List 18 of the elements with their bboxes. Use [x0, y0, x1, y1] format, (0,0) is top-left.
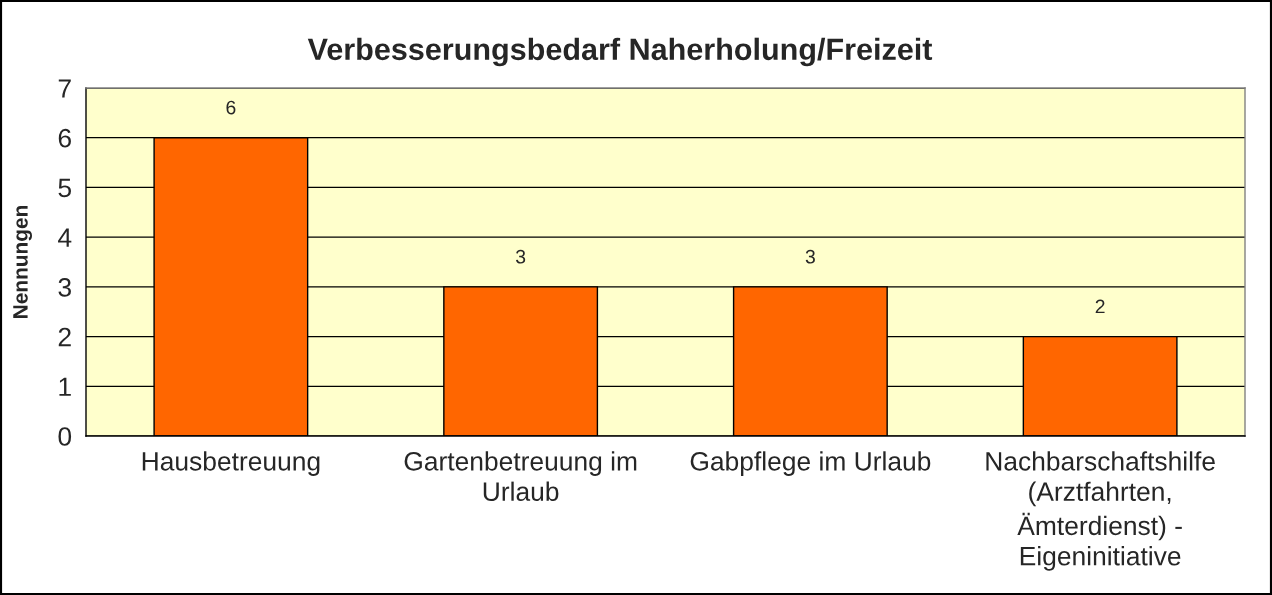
y-tick-label: 2 — [58, 327, 71, 347]
data-label: 2 — [1095, 299, 1105, 314]
y-tick-label: 5 — [58, 178, 72, 198]
y-tick-label: 6 — [58, 128, 71, 148]
x-tick-label: Gabpflege im Urlaub — [690, 451, 931, 476]
y-tick-label: 3 — [58, 277, 71, 297]
x-tick-label: Gartenbetreuung im Urlaub — [404, 451, 637, 501]
chart-title: Verbesserungsbedarf Naherholung/Freizeit — [307, 37, 933, 67]
data-label: 3 — [515, 249, 526, 264]
data-label: 6 — [226, 100, 236, 115]
x-tick-label: Nachbarschaftshilfe (Arztfahrten, Ämterdienst) - Eigeninitiative — [986, 451, 1215, 571]
y-tick-label: 0 — [58, 427, 72, 446]
y-tick-label: 4 — [58, 228, 72, 247]
y-tick-label: 7 — [58, 79, 71, 98]
y-tick-label: 1 — [59, 377, 71, 396]
y-axis-title: Nennungen — [13, 206, 32, 318]
x-tick-label: Hausbetreuung — [142, 451, 320, 476]
data-label: 3 — [805, 249, 815, 264]
